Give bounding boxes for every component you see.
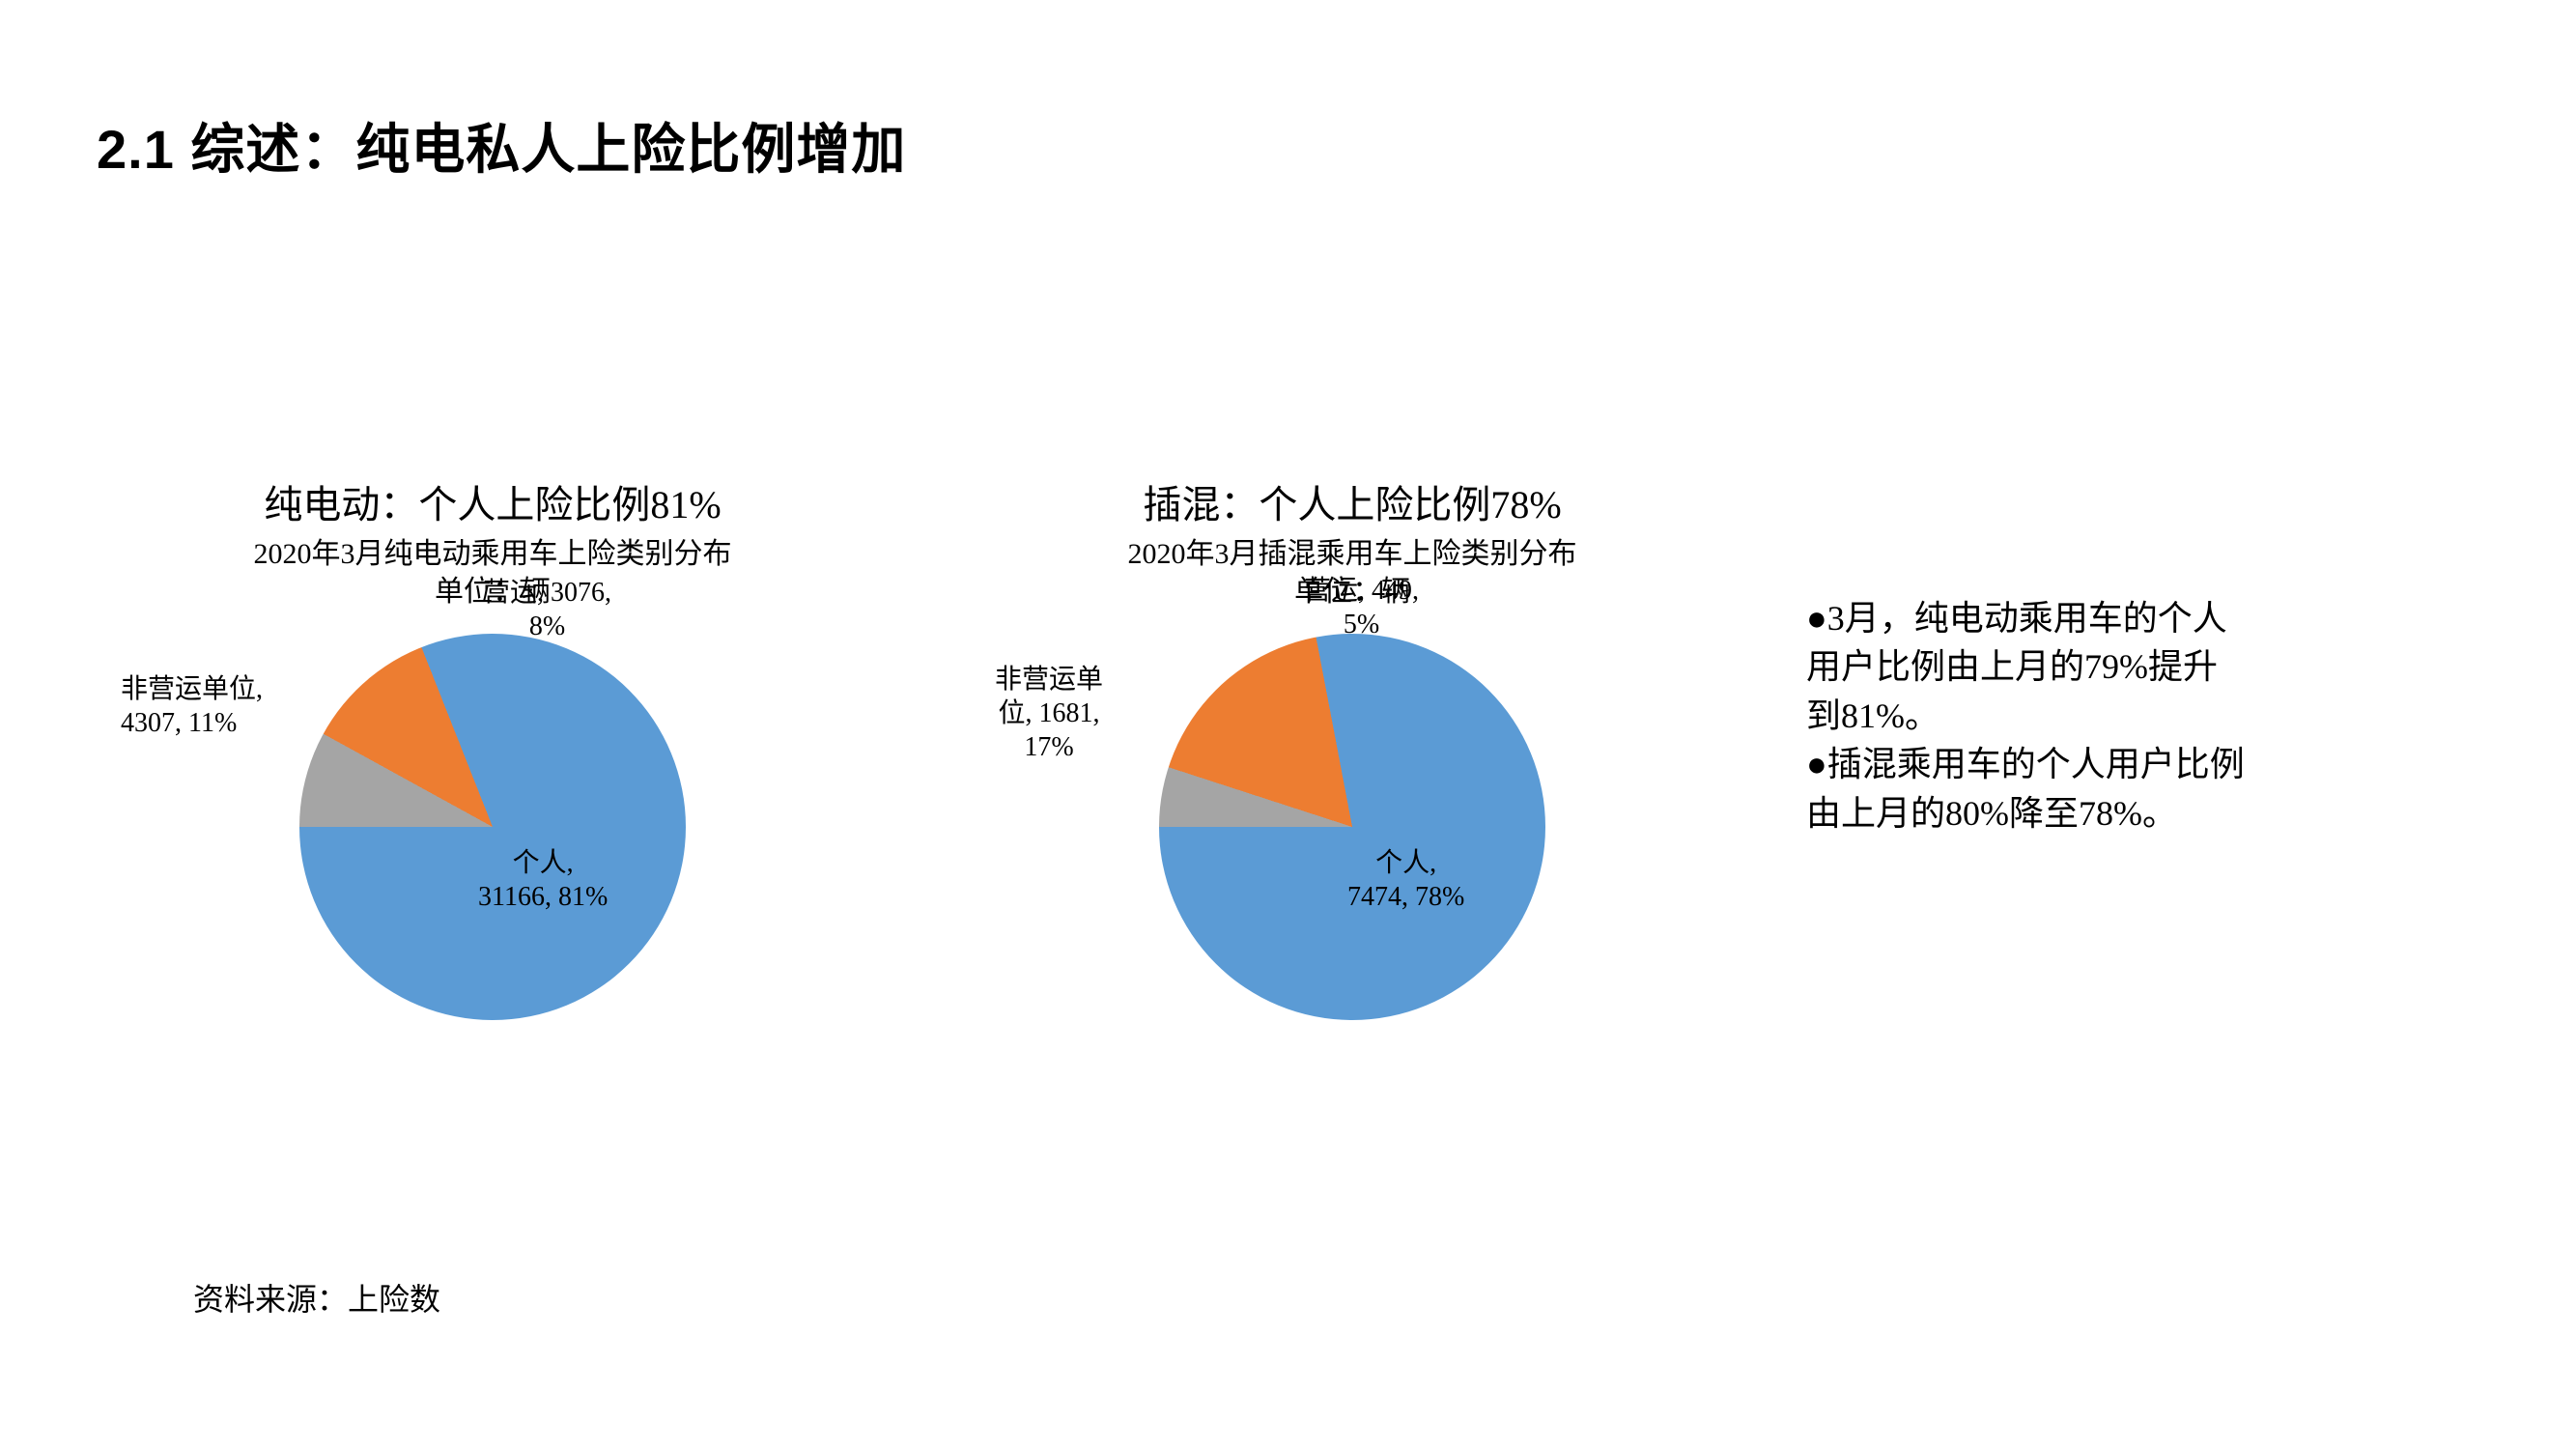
chart-phev-pie: [1159, 634, 1545, 1020]
label-text: 31166, 81%: [478, 882, 608, 912]
label-text: 营运, 449,: [1304, 576, 1419, 606]
slide: 2.1 综述：纯电私人上险比例增加 纯电动：个人上险比例81% 2020年3月纯…: [0, 0, 2576, 1449]
chart-bev-subtitle1: 2020年3月纯电动乘用车上险类别分布: [145, 535, 840, 573]
chart-bev-pie-wrap: 营运, 3076, 8% 非营运单位, 4307, 11% 个人, 31166,…: [299, 634, 686, 1020]
label-text: 4307, 11%: [121, 708, 237, 738]
label-text: 17%: [1024, 732, 1073, 762]
source-text: 资料来源：上险数: [193, 1275, 440, 1320]
label-text: 营运, 3076,: [483, 578, 611, 608]
label-text: 8%: [529, 611, 565, 641]
chart-bev-label-personal: 个人, 31166, 81%: [478, 846, 608, 914]
note-item-1: ●3月，纯电动乘用车的个人用户比例由上月的79%提升到81%。: [1806, 594, 2250, 740]
chart-phev-pie-wrap: 营运, 449, 5% 非营运单 位, 1681, 17% 个人, 7474, …: [1159, 634, 1545, 1020]
chart-phev-title: 插混：个人上险比例78%: [1005, 473, 1700, 529]
chart-phev-label-operate: 营运, 449, 5%: [1304, 574, 1419, 641]
chart-phev-label-nonoperate: 非营运单 位, 1681, 17%: [995, 663, 1103, 764]
page-title: 2.1 综述：纯电私人上险比例增加: [97, 106, 906, 185]
notes: ●3月，纯电动乘用车的个人用户比例由上月的79%提升到81%。 ●插混乘用车的个…: [1806, 594, 2250, 838]
chart-bev-label-operate: 营运, 3076, 8%: [483, 576, 611, 643]
note-item-2: ●插混乘用车的个人用户比例由上月的80%降至78%。: [1806, 740, 2250, 838]
label-text: 个人,: [513, 848, 574, 878]
label-text: 个人,: [1375, 848, 1436, 878]
chart-phev: 插混：个人上险比例78% 2020年3月插混乘用车上险类别分布 单位：辆 营运,…: [1005, 473, 1700, 1025]
chart-phev-label-personal: 个人, 7474, 78%: [1347, 846, 1464, 914]
chart-bev-label-nonoperate: 非营运单位, 4307, 11%: [121, 672, 263, 740]
chart-bev-pie: [299, 634, 686, 1020]
chart-phev-subtitle1: 2020年3月插混乘用车上险类别分布: [1005, 535, 1700, 573]
chart-bev: 纯电动：个人上险比例81% 2020年3月纯电动乘用车上险类别分布 单位：辆 营…: [145, 473, 840, 1025]
label-text: 5%: [1344, 610, 1379, 639]
chart-bev-title: 纯电动：个人上险比例81%: [145, 473, 840, 529]
label-text: 7474, 78%: [1347, 882, 1464, 912]
label-text: 非营运单: [995, 665, 1103, 695]
label-text: 位, 1681,: [999, 698, 1100, 728]
label-text: 非营运单位,: [121, 674, 263, 704]
